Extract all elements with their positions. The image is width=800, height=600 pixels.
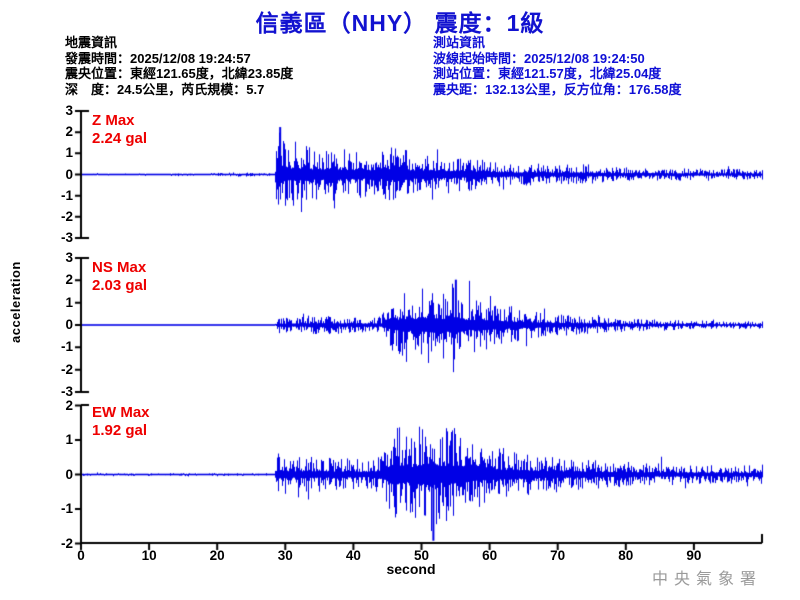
y-tick-label-EW-1: 1	[65, 432, 73, 447]
x-tick-label-40: 40	[345, 548, 361, 563]
x-tick-label-90: 90	[686, 548, 702, 563]
y-tick-label-Z--3: -3	[60, 230, 73, 245]
trace-z-name: Z Max	[92, 112, 135, 129]
y-tick-label-Z-2: 2	[65, 124, 73, 140]
y-tick-label-Z--2: -2	[60, 208, 73, 224]
trace-ns-max-label: NS Max 2.03 gal	[92, 259, 147, 295]
trace-ns-name: NS Max	[92, 259, 147, 276]
x-tick-label-80: 80	[618, 548, 634, 563]
page-title: 信義區（NHY） 震度：1級	[255, 10, 545, 36]
y-tick-label-NS--2: -2	[60, 361, 73, 377]
y-tick-label-NS-1: 1	[65, 294, 73, 310]
y-tick-label-NS-2: 2	[65, 272, 73, 288]
y-tick-label-NS-3: 3	[65, 250, 73, 265]
trace-ew-name: EW Max	[92, 404, 150, 421]
station-location-line: 測站位置：東經121.57度，北緯25.04度	[433, 66, 662, 81]
x-tick-label-20: 20	[209, 548, 225, 563]
y-tick-label-NS--1: -1	[60, 339, 73, 355]
x-tick-label-50: 50	[413, 548, 430, 563]
origin-time-line: 發震時間：2025/12/08 19:24:57	[65, 50, 251, 66]
x-tick-label-10: 10	[141, 548, 157, 563]
wave-start-time-line: 波線起始時間：2025/12/08 19:24:50	[433, 50, 645, 66]
station-info-heading: 測站資訊	[433, 35, 486, 50]
x-tick-label-0: 0	[77, 548, 85, 563]
y-tick-label-Z--1: -1	[60, 187, 73, 203]
trace-z-max-label: Z Max 2.24 gal	[92, 112, 147, 148]
y-axis-label: acceleration	[8, 261, 23, 343]
trace-ew-max-value: 1.92 gal	[92, 422, 148, 439]
x-tick-label-70: 70	[550, 548, 566, 563]
y-tick-label-EW-0: 0	[65, 466, 73, 482]
earthquake-info-heading: 地震資訊	[65, 35, 118, 50]
station-info-block: 測站資訊 波線起始時間：2025/12/08 19:24:50 測站位置：東經1…	[433, 35, 682, 97]
y-tick-label-EW-2: 2	[65, 397, 73, 413]
earthquake-info-block: 地震資訊 發震時間：2025/12/08 19:24:57 震央位置：東經121…	[65, 35, 293, 97]
x-axis-label: second	[386, 561, 436, 577]
y-tick-label-EW--1: -1	[60, 501, 73, 516]
y-tick-label-EW--2: -2	[60, 535, 73, 551]
epicenter-location-line: 震央位置：東經121.65度，北緯23.85度	[65, 66, 294, 81]
trace-ns-max-value: 2.03 gal	[92, 277, 148, 294]
y-tick-label-Z-3: 3	[65, 102, 73, 118]
y-tick-label-NS-0: 0	[65, 317, 73, 332]
trace-ew-max-label: EW Max 1.92 gal	[92, 404, 150, 440]
depth-magnitude-line: 深 度：24.5公里，芮氏規模：5.7	[65, 81, 265, 97]
epicentral-distance-line: 震央距：132.13公里，反方位角：176.58度	[433, 81, 682, 97]
agency-watermark: 中央氣象署	[651, 569, 762, 588]
x-tick-label-30: 30	[277, 548, 293, 563]
x-tick-label-60: 60	[482, 548, 498, 563]
trace-z-max-value: 2.24 gal	[92, 130, 148, 147]
y-tick-label-Z-1: 1	[65, 145, 73, 161]
y-tick-label-NS--3: -3	[60, 383, 73, 399]
y-tick-label-Z-0: 0	[65, 166, 73, 182]
